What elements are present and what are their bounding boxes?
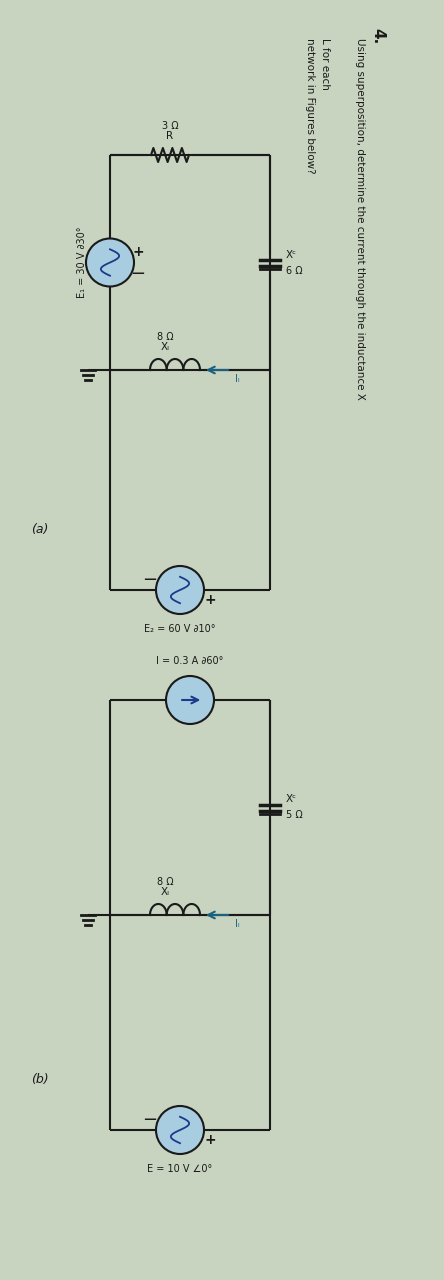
Text: 4.: 4. — [370, 28, 385, 45]
Text: 3 Ω: 3 Ω — [162, 122, 178, 131]
Text: 8 Ω: 8 Ω — [157, 332, 173, 342]
Text: Using superposition, determine the current through the inductance X: Using superposition, determine the curre… — [355, 38, 365, 399]
Text: E = 10 V ∠0°: E = 10 V ∠0° — [147, 1164, 213, 1174]
Text: network in Figures below?: network in Figures below? — [305, 38, 315, 174]
Text: +: + — [204, 1133, 216, 1147]
Circle shape — [156, 566, 204, 614]
Text: E₁ = 30 V ∂30°: E₁ = 30 V ∂30° — [77, 227, 87, 298]
Text: Xᶜ: Xᶜ — [286, 795, 297, 805]
Text: (b): (b) — [31, 1074, 49, 1087]
Text: Xₗ: Xₗ — [161, 342, 170, 352]
Text: +: + — [204, 593, 216, 607]
Text: Xₗ: Xₗ — [161, 887, 170, 897]
Text: L for each: L for each — [320, 38, 330, 90]
Text: −: − — [131, 265, 146, 283]
Text: +: + — [132, 246, 144, 260]
Text: E₂ = 60 V ∂10°: E₂ = 60 V ∂10° — [144, 623, 216, 634]
Text: −: − — [143, 571, 158, 589]
Circle shape — [166, 676, 214, 724]
Circle shape — [86, 238, 134, 287]
Text: −: − — [143, 1111, 158, 1129]
Circle shape — [156, 1106, 204, 1155]
Text: Iₗ: Iₗ — [235, 919, 240, 929]
Text: Iₗ: Iₗ — [235, 374, 240, 384]
Text: R: R — [166, 131, 174, 141]
Text: 8 Ω: 8 Ω — [157, 877, 173, 887]
Text: 6 Ω: 6 Ω — [286, 265, 303, 275]
Text: (a): (a) — [32, 524, 49, 536]
Text: 5 Ω: 5 Ω — [286, 810, 303, 820]
Text: I = 0.3 A ∂60°: I = 0.3 A ∂60° — [156, 655, 224, 666]
Text: Xᶜ: Xᶜ — [286, 250, 297, 260]
